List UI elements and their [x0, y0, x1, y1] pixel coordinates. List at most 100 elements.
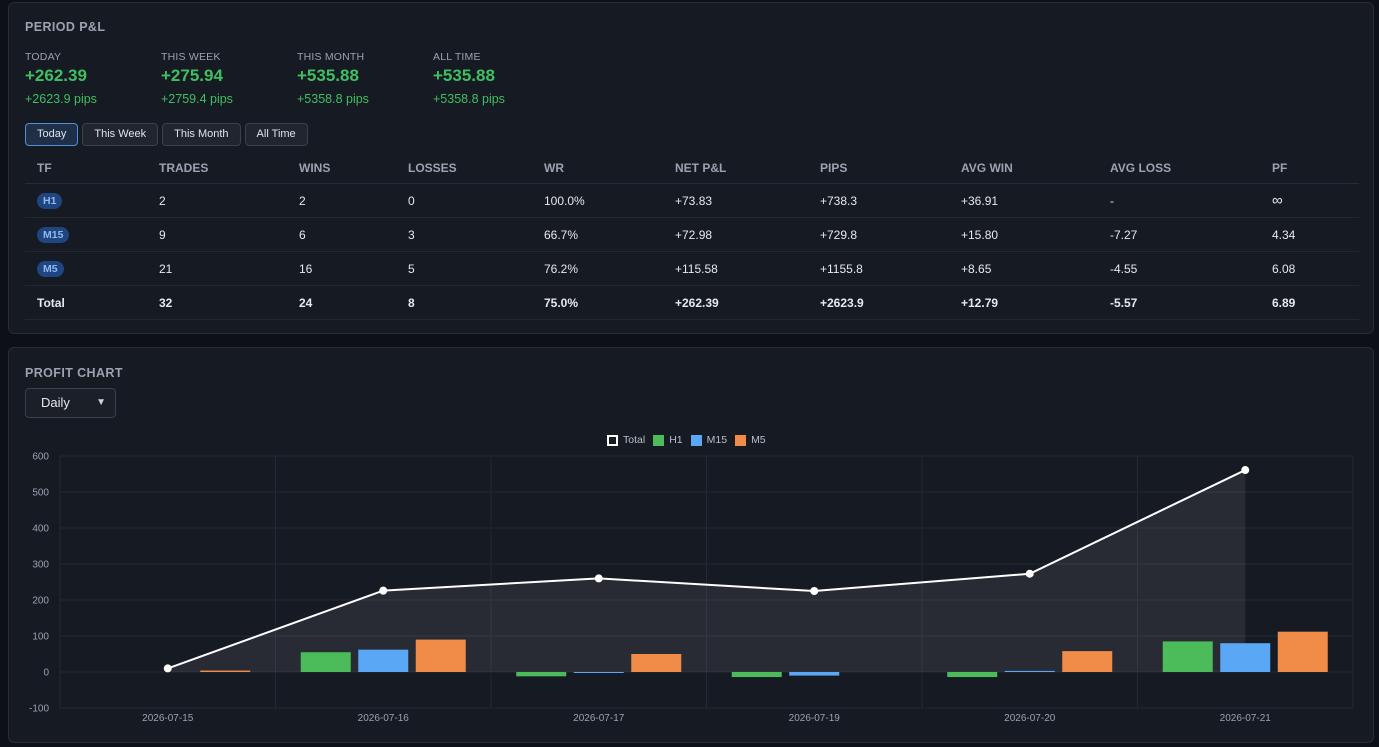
profit-factor-cell: 6.89 — [1260, 285, 1359, 320]
period-pnl-title: PERIOD P&L — [25, 20, 106, 34]
timeframe-badge: M5 — [37, 260, 64, 277]
period-label: ALL TIME — [433, 51, 481, 63]
x-tick-label: 2026-07-15 — [142, 713, 194, 724]
period-today: TODAY +262.39 +2623.9 pips — [25, 51, 155, 106]
bar-m5 — [1062, 651, 1113, 672]
total-point — [810, 587, 819, 595]
period-pips: +2759.4 pips — [161, 92, 233, 106]
total-point — [379, 586, 388, 595]
pips-cell: +1155.8 — [808, 251, 949, 286]
net-pnl-cell: +262.39 — [663, 285, 808, 320]
total-point — [594, 574, 603, 583]
period-all-time: ALL TIME +535.88 +5358.8 pips — [433, 51, 563, 106]
bar-m5 — [1277, 631, 1328, 672]
net-pnl-cell: +72.98 — [663, 217, 808, 252]
trades-cell: 2 — [147, 183, 287, 218]
x-tick-label: 2026-07-21 — [1220, 713, 1272, 724]
y-tick-label: 400 — [32, 524, 49, 535]
winrate-cell: 66.7% — [532, 217, 663, 252]
table-header-row: TF TRADES WINS LOSSES WR NET P&L PIPS AV… — [25, 153, 1359, 184]
wins-cell: 24 — [287, 285, 396, 320]
table-row: H1 2 2 0 100.0% +73.83 +738.3 +36.91 - ∞ — [25, 183, 1359, 218]
period-label: TODAY — [25, 51, 62, 63]
x-tick-label: 2026-07-20 — [1004, 713, 1056, 724]
legend-item-m5[interactable]: M5 — [735, 434, 766, 446]
column-header: LOSSES — [396, 153, 532, 184]
bar-h1 — [1162, 641, 1213, 672]
avg-win-cell: +12.79 — [949, 285, 1098, 320]
pips-cell: +729.8 — [808, 217, 949, 252]
profit-chart-panel: 600 500 400 300 200 100 0 -100 2026-07-15 2026-07… — [8, 347, 1374, 743]
trades-cell: 32 — [147, 285, 287, 320]
total-point — [1241, 466, 1250, 475]
column-header: PIPS — [808, 153, 949, 184]
period-pnl-panel: PERIOD P&L TODAY +262.39 +2623.9 pips TH… — [8, 2, 1374, 334]
period-pips: +5358.8 pips — [433, 92, 505, 106]
x-tick-label: 2026-07-19 — [789, 713, 841, 724]
period-pips: +5358.8 pips — [297, 92, 369, 106]
trades-cell: 21 — [147, 251, 287, 286]
profit-factor-cell: 6.08 — [1260, 251, 1359, 286]
column-header: WINS — [287, 153, 396, 184]
period-value: +262.39 — [25, 66, 87, 85]
legend-item-total[interactable]: Total — [607, 434, 645, 446]
y-tick-label: 500 — [32, 488, 49, 499]
column-header: TRADES — [147, 153, 287, 184]
bar-h1 — [516, 672, 567, 677]
wins-cell: 16 — [287, 251, 396, 286]
total-label: Total — [25, 285, 147, 320]
winrate-cell: 76.2% — [532, 251, 663, 286]
tab-today[interactable]: Today — [25, 123, 79, 146]
y-tick-label: 100 — [32, 632, 49, 643]
total-row: Total 32 24 8 75.0% +262.39 +2623.9 +12.… — [25, 285, 1359, 320]
period-value: +275.94 — [161, 66, 223, 85]
x-tick-label: 2026-07-17 — [573, 713, 625, 724]
legend-item-m15[interactable]: M15 — [690, 434, 727, 446]
avg-loss-cell: -7.27 — [1098, 217, 1260, 252]
avg-loss-cell: -4.55 — [1098, 251, 1260, 286]
tab-all-time[interactable]: All Time — [244, 123, 308, 146]
bar-h1 — [947, 672, 998, 678]
winrate-cell: 75.0% — [532, 285, 663, 320]
x-tick-label: 2026-07-16 — [358, 713, 410, 724]
tab-this-month[interactable]: This Month — [162, 123, 241, 146]
legend-label: M5 — [751, 434, 766, 446]
legend-label: H1 — [669, 434, 683, 446]
legend-swatch — [607, 434, 618, 446]
net-pnl-cell: +115.58 — [663, 251, 808, 286]
bar-h1 — [731, 672, 782, 678]
period-label: THIS MONTH — [297, 51, 365, 63]
period-granularity-select[interactable]: Daily ▼ — [25, 388, 116, 418]
profit-chart-title: PROFIT CHART — [25, 366, 123, 380]
net-pnl-cell: +73.83 — [663, 183, 808, 218]
timeframe-badge: M15 — [37, 226, 70, 243]
period-this-month: THIS MONTH +535.88 +5358.8 pips — [297, 51, 427, 106]
column-header: WR — [532, 153, 663, 184]
profit-chart: 600 500 400 300 200 100 0 -100 2026-07-15 2026-07… — [29, 452, 1354, 724]
table-row: M5 21 16 5 76.2% +115.58 +1155.8 +8.65 -… — [25, 251, 1359, 286]
period-value: +535.88 — [297, 66, 359, 85]
pips-cell: +738.3 — [808, 183, 949, 218]
legend-swatch — [653, 434, 665, 446]
bar-m5 — [415, 639, 466, 672]
winrate-cell: 100.0% — [532, 183, 663, 218]
table-row: M15 9 6 3 66.7% +72.98 +729.8 +15.80 -7.… — [25, 217, 1359, 252]
period-label: THIS WEEK — [161, 51, 221, 63]
total-point — [163, 664, 172, 673]
bar-m15 — [573, 672, 624, 673]
column-header: PF — [1260, 153, 1359, 184]
period-this-week: THIS WEEK +275.94 +2759.4 pips — [161, 51, 291, 106]
select-value: Daily — [41, 395, 70, 410]
losses-cell: 8 — [396, 285, 532, 320]
chevron-down-icon: ▼ — [96, 397, 106, 408]
legend-item-h1[interactable]: H1 — [653, 434, 683, 446]
legend-label: Total — [623, 434, 646, 446]
tab-this-week[interactable]: This Week — [82, 123, 159, 146]
period-pips: +2623.9 pips — [25, 92, 97, 106]
wins-cell: 2 — [287, 183, 396, 218]
y-tick-label: 300 — [32, 560, 49, 571]
y-tick-label: -100 — [29, 704, 49, 715]
bar-m5 — [200, 670, 251, 672]
y-tick-label: 600 — [32, 452, 49, 463]
wins-cell: 6 — [287, 217, 396, 252]
